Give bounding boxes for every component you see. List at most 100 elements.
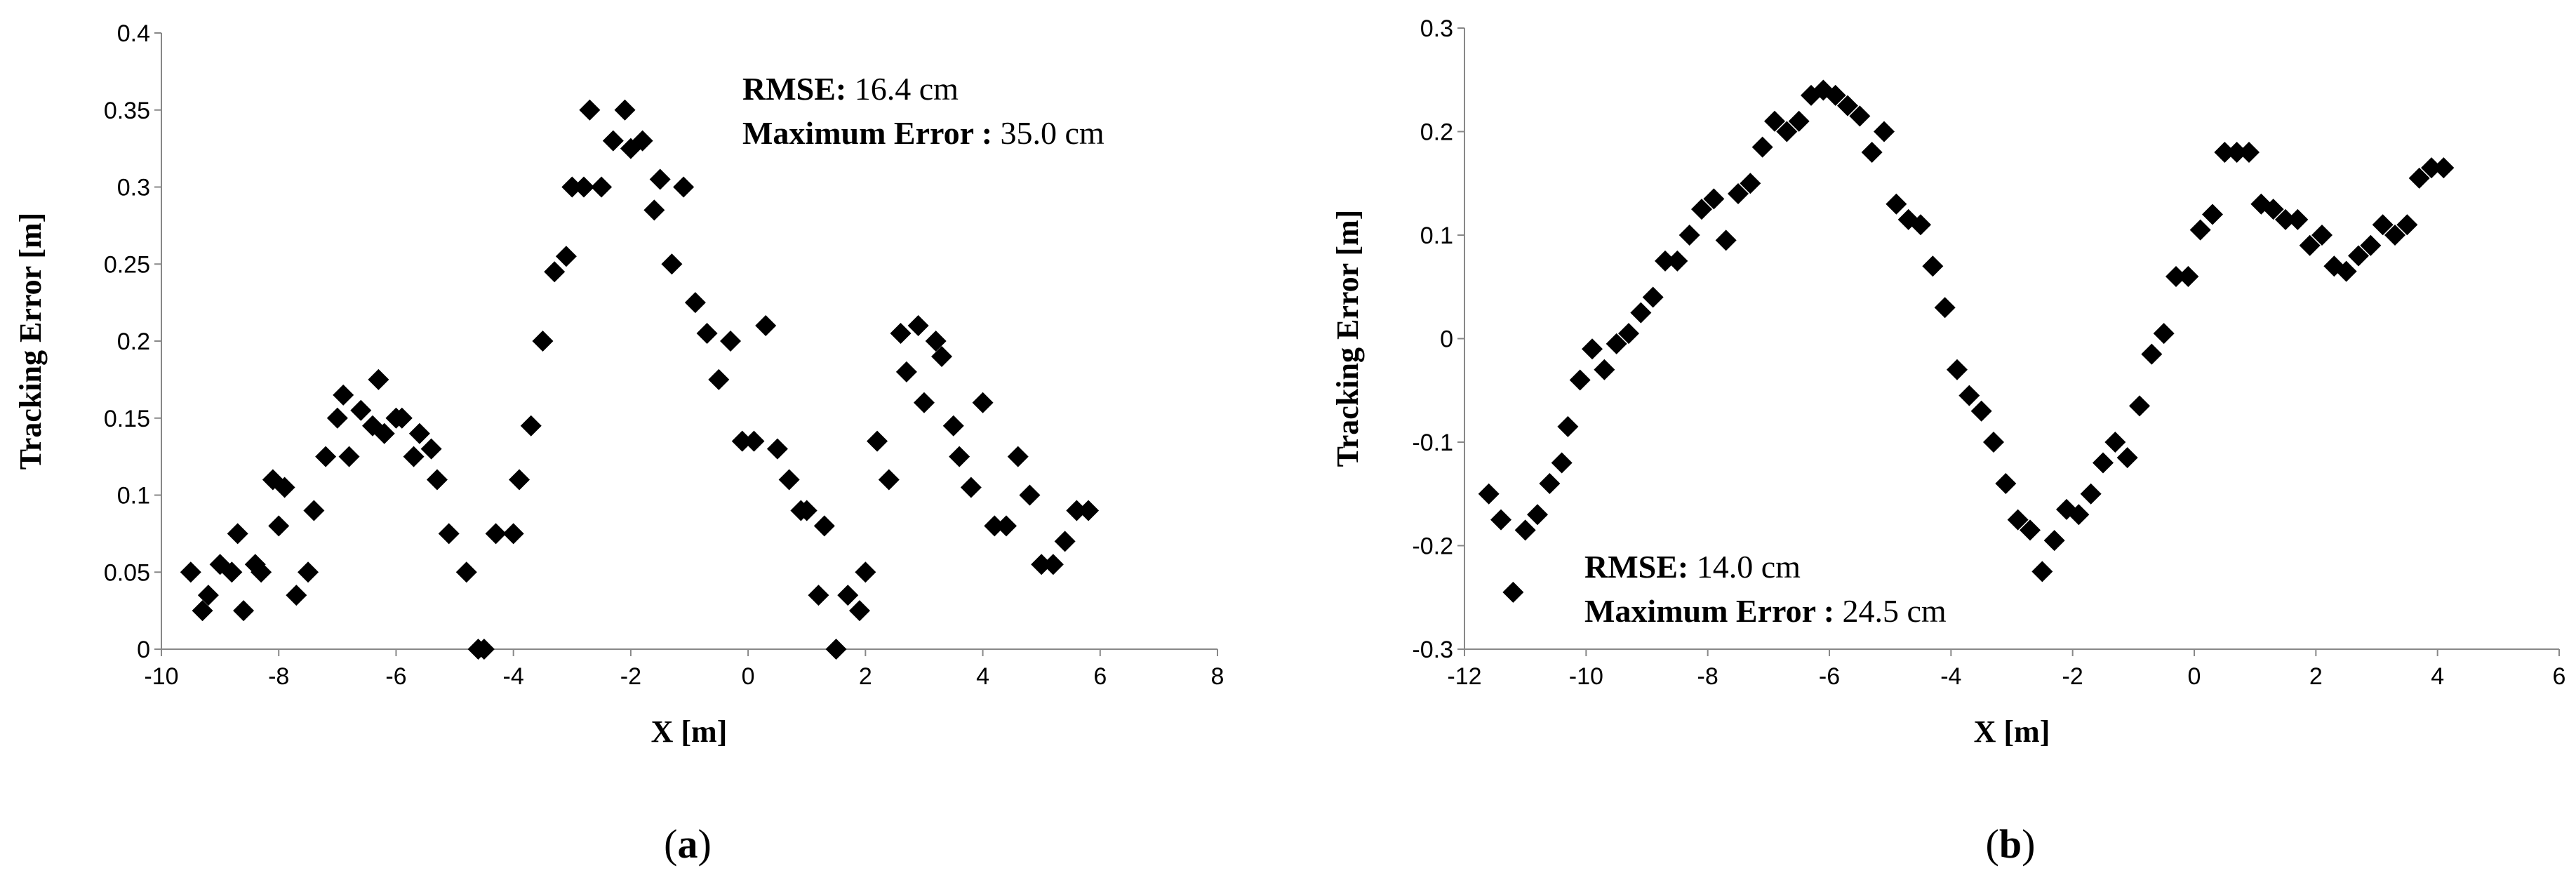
x-tick-label: 8 [1211, 663, 1224, 690]
data-point [1557, 415, 1579, 437]
data-point [1078, 500, 1100, 521]
data-point [2372, 214, 2394, 236]
data-point [878, 469, 900, 491]
data-point [1502, 581, 1524, 603]
data-point [890, 323, 912, 345]
data-point [298, 561, 319, 583]
data-point [1539, 473, 1561, 494]
data-point [221, 561, 243, 583]
data-point [579, 99, 601, 121]
data-point [2396, 214, 2418, 236]
y-tick-label: 0.25 [104, 251, 150, 278]
panel-caption: (a) [664, 821, 712, 867]
data-point [438, 523, 460, 545]
data-point [1947, 359, 1968, 380]
data-point [2189, 219, 2211, 241]
data-point [1618, 323, 1639, 345]
rmse-value: 14.0 cm [1688, 549, 1801, 585]
data-point [286, 585, 307, 606]
max-error-value: 35.0 cm [992, 115, 1105, 151]
data-point [984, 515, 1006, 537]
x-tick-label: 6 [1093, 663, 1107, 690]
data-point [1042, 554, 1064, 575]
caption-open-paren: ( [664, 821, 677, 867]
caption-close-paren: ) [698, 821, 712, 867]
data-point [1642, 286, 1664, 308]
data-point [1922, 255, 1944, 277]
data-point [2104, 432, 2126, 453]
x-tick-label: -4 [503, 663, 524, 690]
data-point [1824, 84, 1846, 106]
data-point [643, 199, 665, 221]
data-point [1054, 531, 1076, 552]
x-tick-label: 4 [976, 663, 989, 690]
data-point [614, 99, 636, 121]
data-point [368, 368, 389, 390]
data-point [373, 422, 395, 444]
data-point [1606, 333, 1627, 354]
max-error-value: 24.5 cm [1834, 593, 1947, 629]
caption-close-paren: ) [2022, 821, 2035, 867]
data-point [403, 446, 425, 467]
data-point [848, 600, 870, 622]
x-axis-title: X [m] [651, 714, 728, 749]
x-axis-title: X [m] [1974, 714, 2050, 749]
data-point [2360, 234, 2382, 256]
data-point [867, 430, 888, 452]
data-point [391, 407, 413, 429]
y-tick-label: 0 [137, 637, 150, 663]
max-error-label: Maximum Error : [1584, 593, 1834, 629]
data-point [1837, 95, 1858, 117]
data-point [661, 253, 683, 275]
data-point [2214, 142, 2236, 163]
data-point [420, 438, 442, 460]
data-point [2238, 142, 2260, 163]
data-point [1970, 400, 1992, 422]
rmse-annotation: RMSE: 14.0 cm [1584, 549, 1801, 585]
data-point [326, 407, 348, 429]
data-point [1715, 229, 1737, 251]
data-point [274, 477, 295, 498]
data-point [2384, 225, 2405, 246]
x-tick-label: -8 [1697, 663, 1719, 690]
data-point [338, 446, 360, 467]
data-point [1740, 173, 1761, 194]
x-tick-label: -8 [268, 663, 289, 690]
max-error-annotation: Maximum Error : 24.5 cm [1584, 593, 1947, 629]
data-point [2262, 199, 2284, 220]
data-point [180, 561, 201, 583]
data-point [2226, 142, 2248, 163]
data-point [1788, 110, 1810, 132]
data-point [268, 515, 290, 537]
y-tick-label: 0.3 [1420, 15, 1453, 42]
data-point [931, 345, 953, 367]
y-tick-label: 0.4 [117, 20, 150, 47]
data-point [227, 523, 248, 545]
data-point [895, 361, 917, 382]
x-tick-label: -4 [1940, 663, 1961, 690]
x-tick-label: -10 [1569, 663, 1603, 690]
data-point [2287, 208, 2309, 230]
x-tick-label: -6 [385, 663, 406, 690]
x-tick-label: 4 [2431, 663, 2444, 690]
data-point [708, 368, 730, 390]
data-point [1066, 500, 1088, 521]
x-tick-label: -6 [1819, 663, 1840, 690]
data-point [632, 130, 653, 152]
data-point [2129, 395, 2150, 417]
data-point [2093, 452, 2114, 474]
data-point [502, 523, 524, 545]
data-point [408, 422, 430, 444]
data-point [960, 477, 982, 498]
data-point [303, 500, 325, 521]
data-point [350, 399, 372, 421]
data-point [333, 384, 354, 406]
data-point [696, 323, 718, 345]
data-point [2433, 157, 2455, 179]
x-tick-label: 0 [742, 663, 755, 690]
data-point [2408, 167, 2430, 189]
data-point [2275, 208, 2296, 230]
data-point [2335, 260, 2357, 282]
